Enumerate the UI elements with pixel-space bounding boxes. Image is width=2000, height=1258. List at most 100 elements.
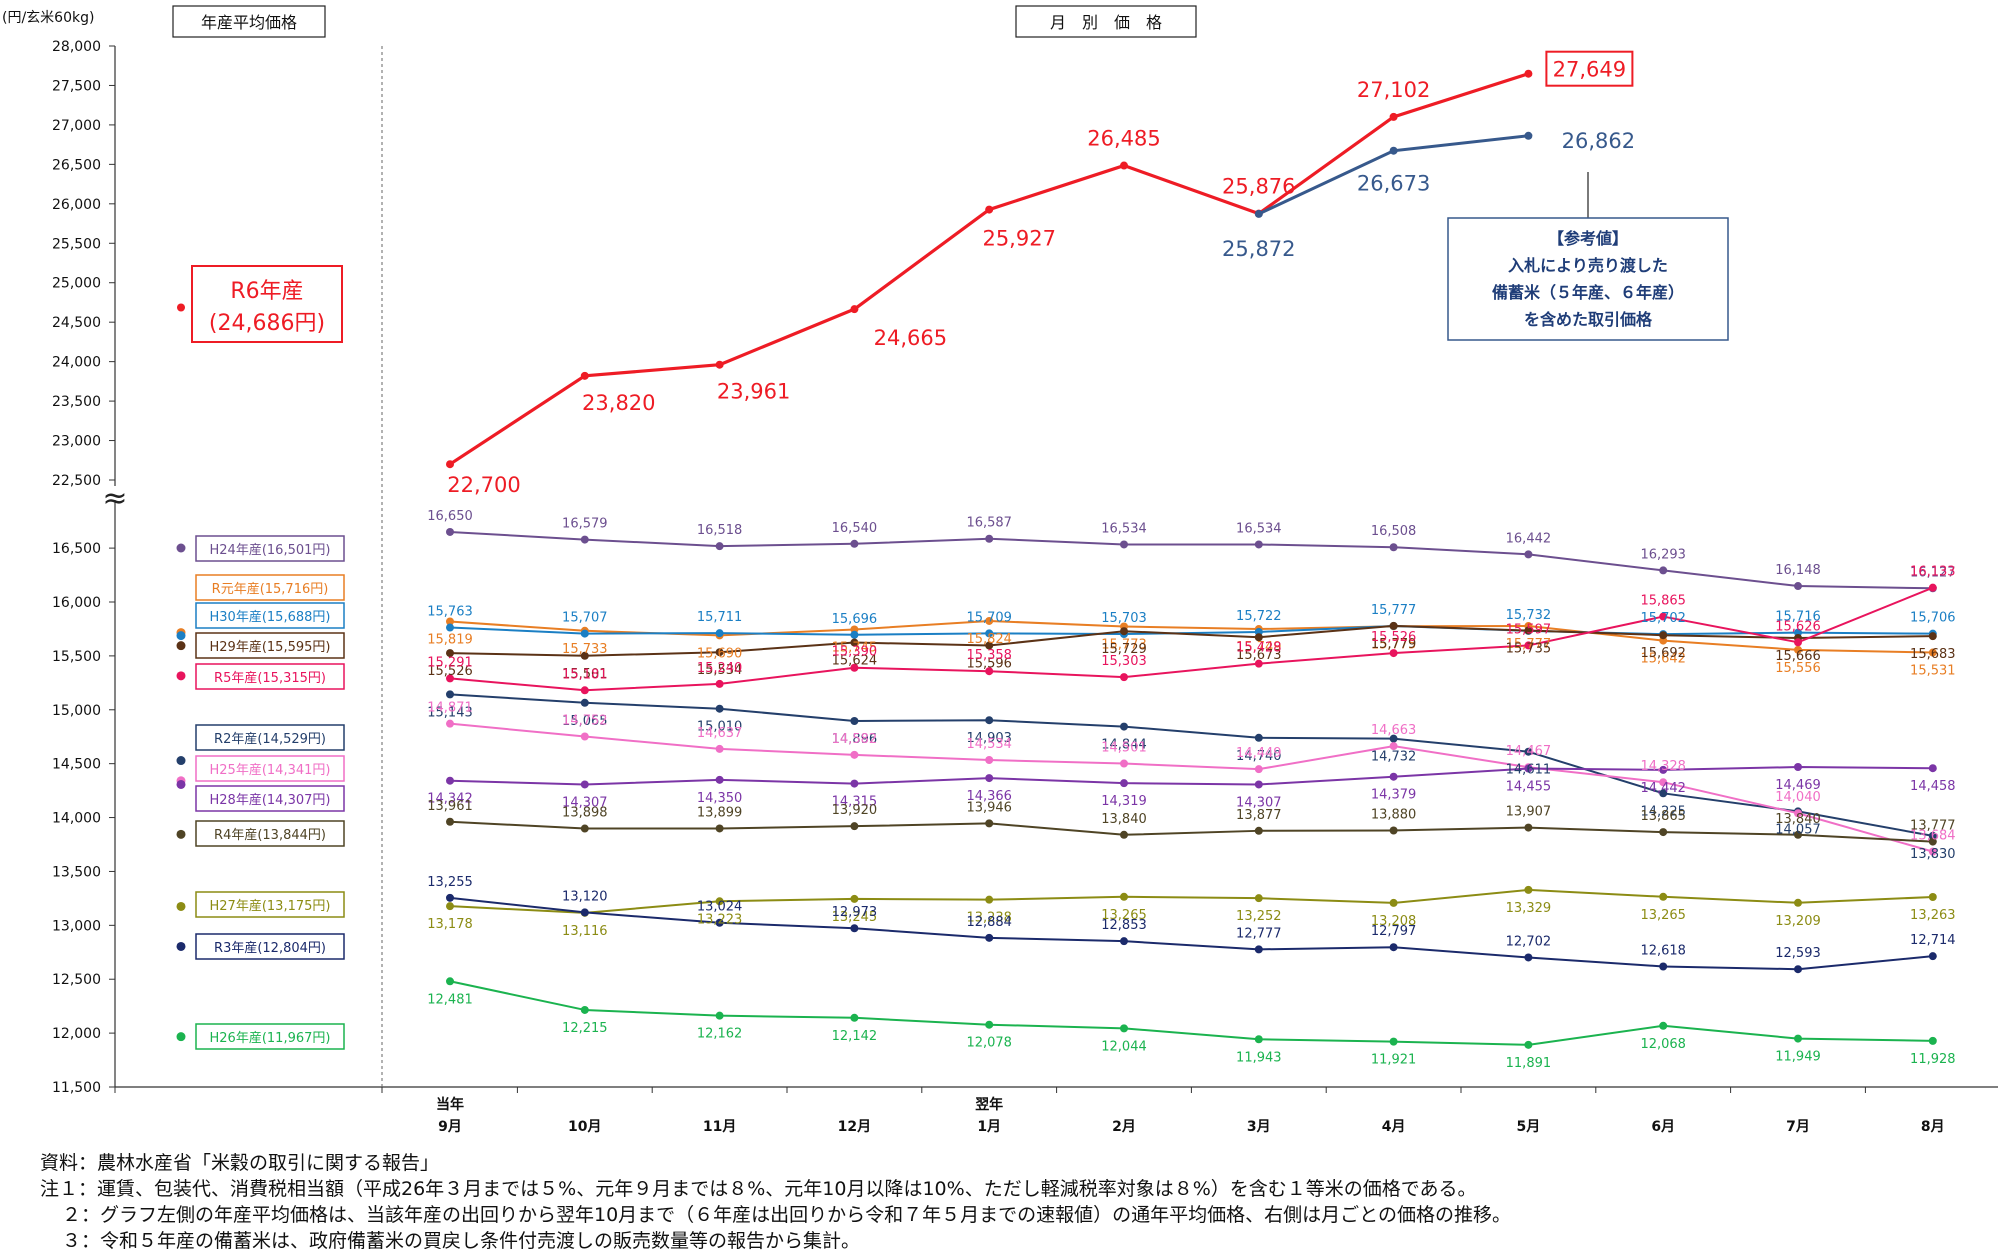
series-8-point <box>580 824 589 833</box>
series-6-data-label: 14,449 <box>1236 746 1282 761</box>
series-6-data-label: 14,752 <box>562 714 608 729</box>
r6-data-label: 27,102 <box>1357 78 1430 102</box>
series-11-data-label: 11,921 <box>1371 1053 1417 1068</box>
axis-break-mark: ≈ <box>102 481 127 516</box>
point-r6 <box>1524 69 1533 78</box>
series-8-avg-point <box>176 829 186 839</box>
series-3-legend-box <box>195 632 345 659</box>
series-1-point <box>1794 645 1802 654</box>
series-5-avg-point <box>176 756 186 766</box>
series-6-point <box>715 744 724 753</box>
series-7-data-label: 14,307 <box>562 795 608 810</box>
series-11-data-label: 12,078 <box>966 1036 1012 1051</box>
series-11-point <box>1389 1037 1398 1046</box>
series-3-data-label: 15,673 <box>1236 648 1282 663</box>
ref-callout-text: を含めた取引価格 <box>1524 310 1653 329</box>
series-9-legend-box <box>195 891 345 918</box>
series-2-point <box>985 629 994 638</box>
series-8-point <box>1120 830 1128 839</box>
series-8-data-label: 13,961 <box>427 799 473 814</box>
series-6-data-label: 14,467 <box>1506 744 1552 759</box>
x-tick-label: 9月 <box>438 1119 462 1135</box>
r6-data-label: 23,961 <box>717 380 790 404</box>
point-r6 <box>715 360 724 369</box>
data-label-layer: 22,700 23,820 23,961 24,665 25,927 26,485 25,8… <box>427 50 1956 1071</box>
ref-callout-text: 備蓄米（５年産、６年産） <box>1492 283 1684 302</box>
r6-avg-label: R6年産 <box>230 279 303 304</box>
series-6-point <box>580 732 589 741</box>
y-tick-label: 27,500 <box>52 78 101 94</box>
y-tick-label: 14,000 <box>52 811 101 827</box>
series-4-point <box>1928 583 1937 592</box>
unit-label: (円/玄米60kg) <box>2 9 94 26</box>
series-8-point <box>1794 830 1802 839</box>
series-2-data-label: 15,732 <box>1506 608 1552 623</box>
series-10-data-label: 12,714 <box>1910 933 1956 948</box>
x-tick-label-upper: 翌年 <box>975 1096 1003 1113</box>
series-0-line <box>449 530 1933 590</box>
series-9-data-label: 13,245 <box>832 910 878 925</box>
series-3-point <box>446 649 454 658</box>
x-tick-label: 10月 <box>568 1119 601 1135</box>
right-header: 月 別 価 格 <box>1050 13 1162 32</box>
series-3-point <box>1254 633 1263 642</box>
series-0-data-label: 16,127 <box>1910 565 1956 580</box>
series-2-legend-label: H30年産(15,688円) <box>210 609 331 625</box>
series-0-data-label: 16,293 <box>1640 547 1686 562</box>
series-2-point <box>446 623 454 632</box>
y-tick-label: 24,000 <box>52 355 101 371</box>
series-0-point <box>1524 550 1533 559</box>
series-2-data-label: 15,709 <box>966 610 1012 625</box>
series-5-point <box>715 704 724 713</box>
series-10-point <box>1254 945 1263 954</box>
series-6-data-label: 14,663 <box>1371 723 1417 738</box>
series-6-data-label: 14,501 <box>1101 741 1147 756</box>
series-4-legend-box <box>195 663 345 690</box>
series-6-data-label: 13,684 <box>1910 829 1956 844</box>
series-11-data-label: 12,044 <box>1101 1039 1147 1054</box>
series-5-data-label: 15,065 <box>562 714 608 729</box>
series-6-legend-box <box>195 755 345 782</box>
right-header-box <box>1015 5 1197 38</box>
series-7-point <box>715 775 724 784</box>
series-4-data-label: 15,428 <box>1236 641 1282 656</box>
note-3: ３：令和５年産の備蓄米は、政府備蓄米の買戻し条件付売渡しの販売数量等の報告から集… <box>40 1228 1980 1254</box>
series-2-legend-box <box>195 602 345 629</box>
series-7-point <box>1254 780 1263 789</box>
series-10-data-label: 12,777 <box>1236 926 1282 941</box>
series-5-data-label: 14,732 <box>1371 750 1417 765</box>
series-0-point <box>580 535 589 544</box>
y-tick-label: 23,000 <box>52 434 101 450</box>
series-11-data-label: 11,891 <box>1506 1056 1552 1071</box>
series-7-avg-point <box>176 779 186 789</box>
y-axis: 28,000 27,500 27,000 26,500 26,000 25,500 25,0… <box>52 39 115 1096</box>
series-7-point <box>580 780 589 789</box>
series-5-data-label: 14,057 <box>1775 822 1821 837</box>
series-1-point <box>1928 648 1937 657</box>
point-r6 <box>580 371 589 380</box>
series-11-point <box>850 1013 859 1022</box>
series-5-data-label: 14,896 <box>832 732 878 747</box>
series-3-data-label: 15,779 <box>1371 637 1417 652</box>
series-2-data-label: 15,706 <box>1910 611 1956 626</box>
series-4-data-label: 15,291 <box>427 655 473 670</box>
series-11-legend-label: H26年産(11,967円) <box>210 1030 331 1046</box>
point-r6 <box>446 460 454 469</box>
series-10-legend-box <box>195 933 345 960</box>
series-3-data-label: 15,501 <box>562 667 608 682</box>
series-3-data-label: 15,683 <box>1910 647 1956 662</box>
series-8-point <box>1524 823 1533 832</box>
series-6-data-label: 14,534 <box>966 737 1012 752</box>
series-8-point <box>1659 828 1668 837</box>
series-1-data-label: 15,775 <box>1371 637 1417 652</box>
series-2-point <box>850 630 859 639</box>
series-8-point <box>446 817 454 826</box>
series-layer <box>446 69 1937 1049</box>
series-4-point <box>1659 612 1668 621</box>
chart-frame: ≈ (円/玄米60kg) 年産平均価格 月 別 価 格 <box>2 5 1998 1088</box>
series-10-point <box>1120 937 1128 946</box>
series-6-data-label: 14,328 <box>1640 759 1686 774</box>
series-9-avg-point <box>176 901 186 911</box>
series-0-point <box>1794 582 1802 591</box>
y-tick-label: 15,500 <box>52 649 101 665</box>
